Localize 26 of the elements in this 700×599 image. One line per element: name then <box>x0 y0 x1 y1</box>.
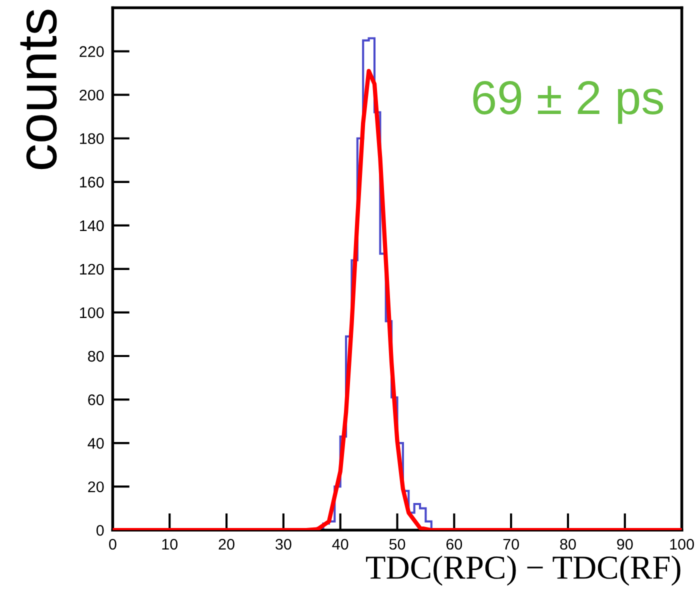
x-tick-label: 30 <box>276 538 292 550</box>
x-tick-label: 50 <box>389 538 406 550</box>
x-axis-title: TDC(RPC) − TDC(RF) <box>366 555 680 586</box>
y-tick-label: 220 <box>80 46 104 57</box>
y-tick-label: 100 <box>80 307 104 318</box>
x-tick-label: 60 <box>446 538 462 550</box>
y-tick-label: 40 <box>88 438 104 449</box>
y-tick-label: 200 <box>80 90 104 101</box>
x-tick-label: 70 <box>503 538 519 550</box>
y-tick-label: 120 <box>80 264 104 275</box>
x-tick-label: 80 <box>560 538 576 550</box>
y-tick-label: 80 <box>88 350 104 362</box>
y-tick-label: 0 <box>96 524 104 536</box>
y-tick-label: 160 <box>80 176 104 188</box>
y-axis-title: counts <box>20 10 57 170</box>
x-tick-label: 90 <box>617 538 633 550</box>
annotation: 69 ± 2 ps <box>473 81 664 124</box>
y-tick-label: 60 <box>88 394 104 406</box>
x-tick-label: 20 <box>218 538 234 550</box>
x-tick-label: 100 <box>670 538 694 550</box>
x-tick-label: 10 <box>162 538 178 550</box>
y-tick-label: 140 <box>80 220 104 232</box>
y-tick-label: 180 <box>80 133 104 144</box>
y-tick-label: 20 <box>88 481 104 492</box>
x-tick-label: 0 <box>109 538 116 550</box>
x-tick-label: 40 <box>332 538 348 550</box>
